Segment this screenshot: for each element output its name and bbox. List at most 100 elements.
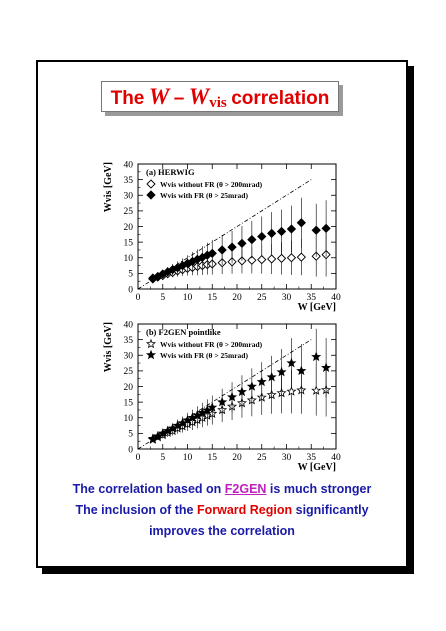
series-1 bbox=[148, 232, 331, 284]
y-axis-label: Wvis [GeV] bbox=[103, 162, 114, 212]
legend-marker bbox=[146, 179, 156, 189]
data-point bbox=[217, 396, 228, 407]
data-point bbox=[227, 391, 238, 402]
y-tick-label: 40 bbox=[124, 160, 134, 170]
data-point bbox=[276, 253, 287, 264]
x-tick-label: 10 bbox=[183, 293, 193, 303]
panel-label: (a) HERWIG bbox=[146, 167, 195, 177]
data-point bbox=[311, 225, 321, 235]
caption-line-3: improves the correlation bbox=[149, 524, 295, 538]
data-point bbox=[236, 386, 247, 397]
data-point bbox=[257, 231, 267, 242]
data-point bbox=[256, 376, 267, 387]
y-tick-label: 30 bbox=[124, 352, 134, 362]
data-point bbox=[257, 254, 267, 265]
data-point bbox=[267, 228, 277, 239]
data-point bbox=[266, 371, 277, 382]
data-point bbox=[237, 238, 247, 249]
x-tick-label: 25 bbox=[257, 453, 267, 463]
y-tick-label: 10 bbox=[124, 414, 134, 424]
y-tick-label: 40 bbox=[124, 320, 134, 330]
data-point bbox=[286, 253, 297, 263]
data-point bbox=[207, 248, 217, 259]
data-point bbox=[227, 242, 237, 252]
x-tick-label: 35 bbox=[307, 453, 317, 463]
y-tick-label: 25 bbox=[124, 207, 134, 217]
caption-2b: significantly bbox=[292, 503, 369, 517]
title-var-wvis: Wvis bbox=[188, 84, 227, 111]
x-axis-label: W [GeV] bbox=[298, 302, 336, 313]
x-tick-label: 15 bbox=[208, 453, 218, 463]
x-tick-label: 35 bbox=[307, 293, 317, 303]
legend-label: Wvis with FR (θ > 25mrad) bbox=[160, 351, 248, 360]
data-point bbox=[311, 351, 322, 362]
data-point bbox=[267, 254, 277, 264]
x-tick-label: 20 bbox=[232, 453, 242, 463]
x-axis-label: W [GeV] bbox=[298, 462, 336, 472]
x-tick-label: 10 bbox=[183, 453, 193, 463]
data-point bbox=[246, 381, 257, 391]
title-var-w2: W bbox=[188, 84, 210, 109]
x-tick-label: 20 bbox=[232, 293, 242, 303]
data-point bbox=[247, 234, 257, 245]
caption: The correlation based on F2GEN is much s… bbox=[38, 479, 406, 542]
legend-marker bbox=[145, 338, 157, 349]
y-tick-label: 5 bbox=[128, 270, 133, 280]
caption-line-1: The correlation based on F2GEN is much s… bbox=[38, 479, 406, 500]
caption-1b: is much stronger bbox=[266, 482, 372, 496]
title-var-w: W bbox=[148, 84, 170, 109]
x-tick-label: 5 bbox=[160, 453, 165, 463]
diagonal-line bbox=[137, 339, 312, 450]
caption-1a: The correlation based on bbox=[72, 482, 225, 496]
legend-label: Wvis without FR (θ > 200mrad) bbox=[160, 180, 263, 189]
y-tick-label: 10 bbox=[124, 254, 134, 264]
data-point bbox=[286, 357, 297, 368]
data-point bbox=[296, 252, 306, 262]
data-point bbox=[217, 245, 227, 255]
forward-region-highlight: Forward Region bbox=[196, 503, 293, 517]
x-tick-label: 40 bbox=[331, 293, 341, 303]
data-point bbox=[286, 386, 297, 396]
panel-label: (b) F2GEN pointlike bbox=[146, 327, 221, 337]
y-tick-label: 35 bbox=[124, 176, 134, 186]
series-2 bbox=[147, 328, 332, 443]
series-2 bbox=[148, 197, 331, 283]
y-tick-label: 0 bbox=[128, 445, 133, 455]
legend-marker bbox=[146, 190, 156, 200]
caption-2a: The inclusion of the bbox=[75, 503, 197, 517]
x-tick-label: 40 bbox=[331, 453, 341, 463]
title-suffix: correlation bbox=[231, 88, 330, 109]
x-tick-label: 0 bbox=[136, 453, 141, 463]
y-tick-label: 15 bbox=[124, 398, 134, 408]
title-subscript: vis bbox=[209, 95, 227, 111]
x-tick-label: 30 bbox=[282, 293, 292, 303]
y-tick-label: 20 bbox=[124, 223, 134, 233]
data-point bbox=[207, 402, 218, 412]
y-tick-label: 5 bbox=[128, 430, 133, 440]
x-tick-label: 0 bbox=[136, 293, 141, 303]
data-point bbox=[321, 362, 332, 373]
data-point bbox=[286, 224, 297, 234]
series-1 bbox=[147, 363, 332, 444]
legend-marker bbox=[145, 349, 157, 360]
f2gen-link[interactable]: F2GEN bbox=[224, 482, 267, 496]
diagonal-line bbox=[137, 179, 312, 290]
data-point bbox=[296, 365, 307, 376]
y-tick-label: 20 bbox=[124, 383, 134, 393]
slide-title: The W – Wvis correlation bbox=[101, 81, 339, 112]
x-tick-label: 25 bbox=[257, 293, 267, 303]
x-tick-label: 15 bbox=[208, 293, 218, 303]
x-tick-label: 5 bbox=[160, 293, 165, 303]
data-point bbox=[276, 366, 287, 377]
title-dash: – bbox=[173, 88, 185, 109]
legend-label: Wvis with FR (θ > 25mrad) bbox=[160, 191, 248, 200]
legend-label: Wvis without FR (θ > 200mrad) bbox=[160, 340, 263, 349]
y-tick-label: 30 bbox=[124, 192, 134, 202]
data-point bbox=[276, 226, 287, 237]
y-tick-label: 25 bbox=[124, 367, 134, 377]
x-tick-label: 30 bbox=[282, 453, 292, 463]
caption-line-2: The inclusion of the Forward Region sign… bbox=[38, 500, 406, 521]
